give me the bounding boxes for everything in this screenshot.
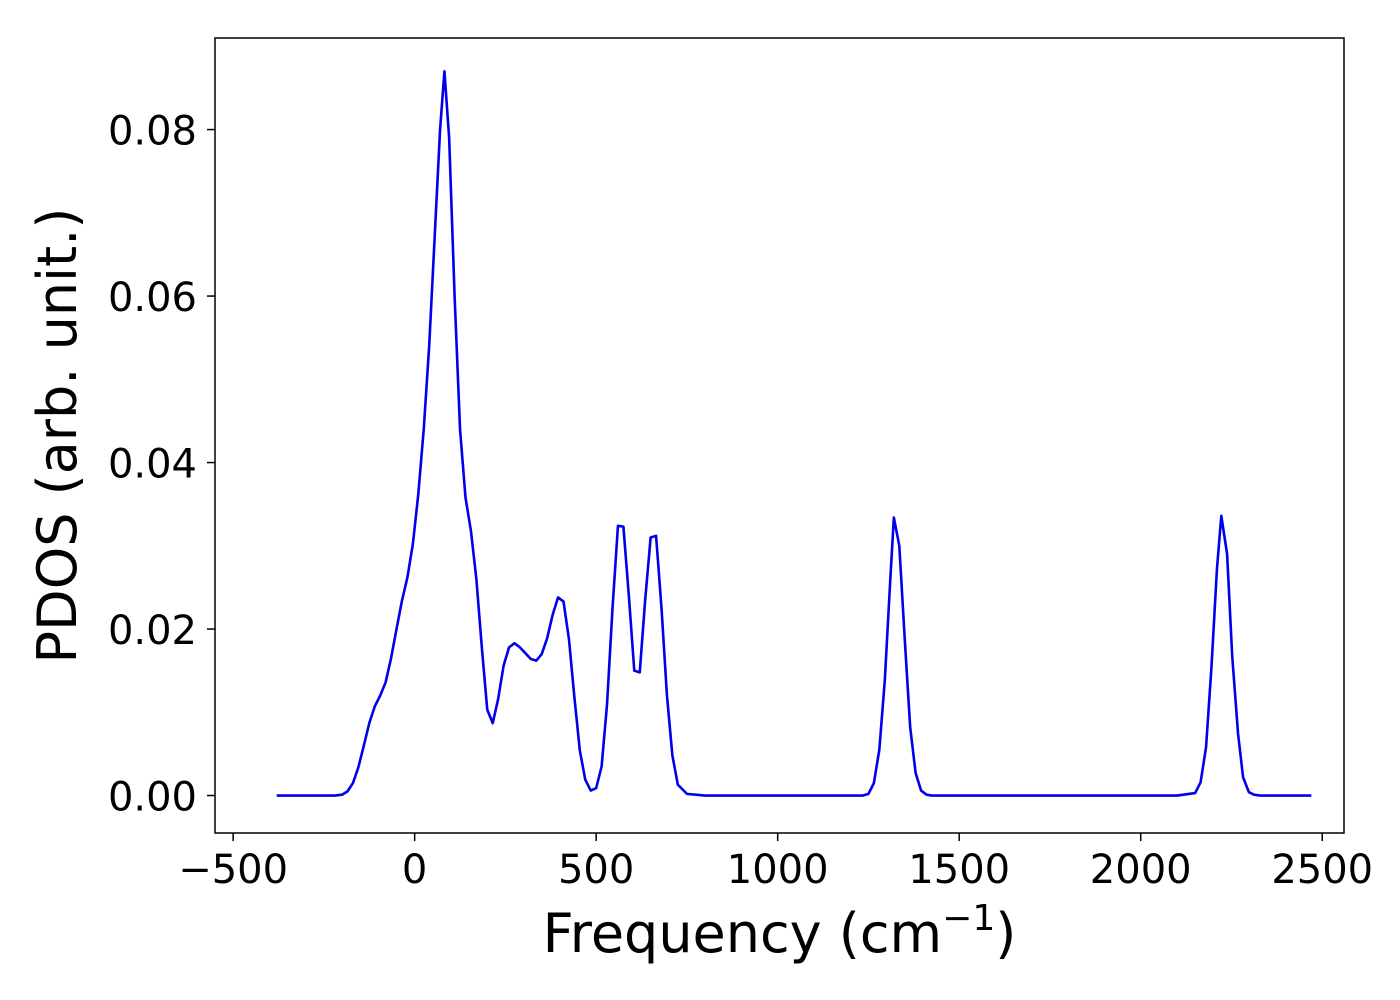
y-tick-label: 0.00 — [108, 775, 197, 821]
x-axis-ticks: −500 0 500 1000 1500 2000 2500 — [178, 833, 1373, 893]
x-axis-label-superscript: −1 — [942, 898, 995, 939]
x-tick-label: 1000 — [727, 847, 829, 893]
x-tick-label: −500 — [178, 847, 288, 893]
plot-frame — [214, 37, 1345, 834]
series-line-0 — [276, 70, 1312, 797]
y-axis-ticks: 0.00 0.02 0.04 0.06 0.08 — [108, 109, 215, 821]
y-axis-label: PDOS (arb. unit.) — [26, 208, 89, 664]
x-tick-label: 1500 — [908, 847, 1010, 893]
y-tick-label: 0.06 — [108, 275, 197, 321]
x-axis-label: Frequency (cm−1) — [543, 898, 1017, 965]
x-tick-label: 2500 — [1271, 847, 1373, 893]
x-tick-label: 0 — [402, 847, 427, 893]
x-axis-label-close: ) — [995, 902, 1016, 965]
x-tick-label: 500 — [558, 847, 634, 893]
y-tick-label: 0.04 — [108, 442, 197, 488]
x-axis-label-text: Frequency (cm — [543, 902, 943, 965]
y-tick-label: 0.08 — [108, 109, 197, 155]
plot-area — [276, 70, 1312, 797]
y-tick-label: 0.02 — [108, 608, 197, 654]
x-tick-label: 2000 — [1090, 847, 1192, 893]
